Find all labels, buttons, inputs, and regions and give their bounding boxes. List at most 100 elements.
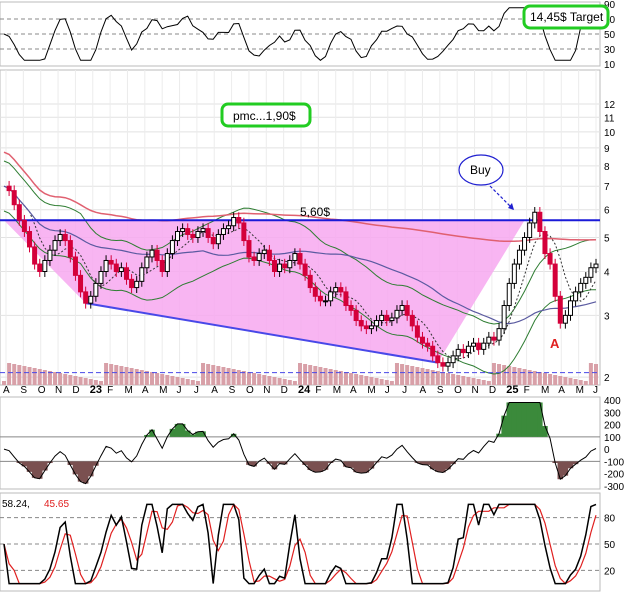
buy-ellipse bbox=[458, 154, 504, 186]
candle-body bbox=[537, 211, 543, 233]
pmc-box bbox=[220, 102, 312, 128]
candle-body bbox=[195, 231, 201, 238]
price-tick-label: 4 bbox=[604, 268, 610, 279]
month-label: N bbox=[55, 385, 62, 396]
volume-bar bbox=[420, 368, 425, 385]
candle-body bbox=[27, 231, 33, 248]
volume-bar bbox=[507, 366, 512, 385]
candle-body bbox=[481, 342, 487, 350]
candle-body bbox=[409, 314, 415, 327]
pmc-label: pmc...1,90$ bbox=[233, 109, 296, 123]
volume-bar bbox=[252, 373, 257, 385]
candle-body bbox=[317, 295, 323, 302]
volume-bar bbox=[221, 367, 226, 385]
month-label: 24 bbox=[298, 384, 311, 396]
stoch-tick-label: 50 bbox=[604, 540, 616, 551]
volume-bar bbox=[37, 369, 42, 385]
volume-bar bbox=[134, 369, 139, 385]
volume-bar bbox=[267, 376, 272, 385]
volume-bar bbox=[497, 364, 502, 385]
candle-body bbox=[384, 314, 390, 322]
macd-tick-label: 300 bbox=[604, 408, 621, 419]
candle-body bbox=[312, 287, 318, 297]
month-label: M bbox=[576, 385, 584, 396]
candle-body bbox=[506, 282, 512, 307]
candle-body bbox=[557, 295, 563, 324]
volume-bar bbox=[440, 372, 445, 385]
volume-bar bbox=[446, 373, 450, 385]
volume-bar bbox=[139, 370, 144, 385]
candle-body bbox=[516, 249, 522, 265]
volume-bar bbox=[236, 370, 241, 385]
candle-body bbox=[419, 336, 425, 344]
volume-bar bbox=[338, 371, 343, 385]
volume-bar bbox=[400, 364, 405, 385]
candle-body bbox=[297, 253, 303, 265]
volume-bar bbox=[226, 368, 231, 385]
month-label: J bbox=[177, 385, 182, 396]
volume-bar bbox=[17, 365, 22, 385]
volume-bar bbox=[27, 367, 32, 385]
volume-bar bbox=[410, 366, 415, 385]
price-tick-label: 8 bbox=[604, 162, 610, 173]
month-label: S bbox=[20, 385, 27, 396]
volume-bar bbox=[359, 375, 364, 385]
month-label: O bbox=[454, 385, 462, 396]
volume-bar bbox=[374, 378, 379, 385]
candle-body bbox=[374, 320, 380, 327]
candle-body bbox=[241, 222, 247, 242]
candle-body bbox=[307, 274, 313, 289]
volume-bar bbox=[257, 374, 262, 385]
candle-body bbox=[496, 328, 502, 341]
volume-bar bbox=[7, 363, 12, 385]
month-label: J bbox=[593, 385, 598, 396]
volume-bar bbox=[461, 376, 466, 385]
volume-bar bbox=[430, 370, 435, 385]
candle-body bbox=[256, 253, 262, 261]
candle-body bbox=[445, 362, 451, 367]
volume-bar bbox=[517, 368, 522, 385]
macd-tick-label: 100 bbox=[604, 433, 621, 444]
candle-body bbox=[501, 305, 507, 330]
candle-body bbox=[231, 217, 237, 227]
volume-bar bbox=[58, 373, 63, 385]
candle-body bbox=[323, 300, 329, 303]
volume-bar bbox=[308, 365, 313, 385]
candle-body bbox=[37, 263, 43, 273]
volume-bar bbox=[150, 372, 154, 385]
candle-body bbox=[333, 287, 339, 293]
candle-body bbox=[16, 204, 22, 221]
volume-bar bbox=[98, 381, 103, 385]
top-tick-label: 50 bbox=[604, 30, 616, 41]
volume-bar bbox=[114, 365, 119, 385]
volume-bar bbox=[287, 380, 292, 385]
volume-bar bbox=[435, 371, 440, 385]
volume-bar bbox=[364, 376, 369, 385]
candle-body bbox=[118, 267, 124, 273]
month-label: D bbox=[72, 385, 79, 396]
volume-bar bbox=[47, 371, 52, 385]
volume-bar bbox=[532, 371, 537, 385]
month-label: A bbox=[211, 385, 218, 396]
volume-bar bbox=[2, 381, 6, 385]
top-tick-label: 10 bbox=[604, 60, 616, 71]
candle-body bbox=[139, 267, 145, 282]
candle-body bbox=[159, 259, 165, 273]
candle-body bbox=[547, 253, 553, 265]
candle-body bbox=[358, 320, 364, 327]
candle-body bbox=[123, 267, 129, 280]
volume-bar bbox=[206, 364, 211, 385]
volume-bar bbox=[53, 372, 58, 385]
candle-body bbox=[103, 259, 109, 273]
volume-bar bbox=[277, 378, 282, 385]
month-label: S bbox=[229, 385, 236, 396]
candle-body bbox=[62, 233, 68, 242]
candle-body bbox=[108, 259, 114, 265]
candle-body bbox=[440, 362, 446, 367]
volume-bar bbox=[333, 370, 338, 385]
candle-body bbox=[261, 249, 267, 255]
candle-body bbox=[266, 249, 272, 261]
candle-body bbox=[363, 325, 369, 330]
volume-bar bbox=[129, 368, 134, 385]
volume-bar bbox=[88, 379, 93, 385]
